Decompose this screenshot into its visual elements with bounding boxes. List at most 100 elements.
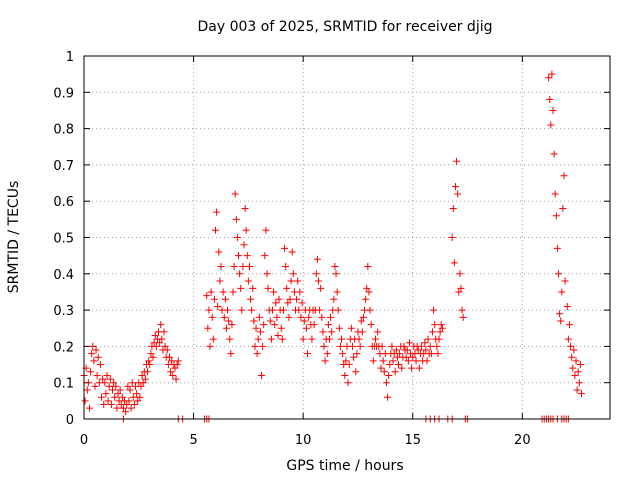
data-point xyxy=(212,226,219,234)
data-point xyxy=(357,317,365,325)
data-point xyxy=(548,70,556,78)
data-point xyxy=(169,371,177,379)
data-point xyxy=(558,288,566,296)
data-point xyxy=(263,270,271,278)
data-point xyxy=(242,226,250,234)
data-point xyxy=(122,408,130,416)
data-point xyxy=(87,368,95,376)
data-point xyxy=(249,284,257,292)
data-point xyxy=(284,299,292,307)
x-tick-label: 5 xyxy=(189,433,197,448)
y-axis-label: SRMTID / TECUs xyxy=(6,181,22,294)
data-point xyxy=(364,263,372,271)
x-tick-label: 10 xyxy=(295,433,312,448)
data-point xyxy=(126,386,134,394)
data-point xyxy=(455,288,463,296)
data-point xyxy=(165,353,173,361)
data-point xyxy=(305,313,313,321)
data-point xyxy=(88,350,96,358)
data-point xyxy=(221,295,229,303)
data-point xyxy=(295,306,303,314)
data-point xyxy=(404,357,412,365)
data-point xyxy=(231,190,239,198)
data-point xyxy=(145,357,153,365)
data-point xyxy=(238,306,246,314)
data-point xyxy=(380,368,388,376)
data-point xyxy=(85,404,93,412)
data-point xyxy=(414,346,422,354)
data-point xyxy=(448,234,456,241)
data-point xyxy=(108,386,116,394)
data-point xyxy=(423,357,431,365)
data-point xyxy=(256,328,264,336)
data-point xyxy=(300,317,308,325)
data-point xyxy=(335,324,343,332)
data-point xyxy=(216,277,224,285)
data-point xyxy=(229,288,237,296)
data-point xyxy=(321,357,329,365)
y-tick-label: 0.8 xyxy=(53,123,74,138)
data-point xyxy=(253,350,261,358)
y-tick-label: 0.3 xyxy=(53,304,74,319)
data-point xyxy=(551,190,559,198)
data-point xyxy=(163,346,171,354)
data-point xyxy=(144,368,152,376)
y-tick-label: 0.5 xyxy=(53,232,74,247)
data-point xyxy=(323,350,331,358)
data-point xyxy=(567,342,575,350)
data-point xyxy=(363,284,371,292)
data-point xyxy=(213,208,221,216)
data-point xyxy=(293,295,301,303)
data-point xyxy=(331,263,339,271)
data-point xyxy=(158,335,166,343)
data-point xyxy=(296,288,304,296)
data-point xyxy=(239,263,247,271)
data-point xyxy=(355,335,363,343)
data-point xyxy=(319,328,327,336)
data-point xyxy=(430,306,438,314)
data-point xyxy=(230,263,238,271)
data-point xyxy=(208,313,216,321)
data-point xyxy=(147,350,155,358)
data-point xyxy=(248,306,256,314)
x-tick-label: 15 xyxy=(404,433,421,448)
data-point xyxy=(435,335,443,343)
data-point xyxy=(559,204,567,212)
data-point xyxy=(149,353,157,361)
data-point xyxy=(320,342,328,350)
data-point xyxy=(92,346,100,354)
data-point xyxy=(424,335,432,343)
data-point xyxy=(255,313,263,321)
data-point xyxy=(458,306,466,314)
data-point xyxy=(83,386,91,394)
data-point xyxy=(207,288,215,296)
data-point xyxy=(107,400,115,408)
data-point xyxy=(317,284,325,292)
data-point xyxy=(112,382,120,390)
data-point xyxy=(403,346,411,354)
data-point xyxy=(308,335,316,343)
data-point xyxy=(254,335,262,343)
data-point xyxy=(353,350,361,358)
y-tick-label: 0.4 xyxy=(53,268,74,283)
data-point xyxy=(572,357,580,365)
data-point xyxy=(129,393,137,401)
data-point xyxy=(386,361,394,369)
data-point xyxy=(217,263,225,271)
data-point xyxy=(128,379,136,387)
data-point xyxy=(123,400,131,408)
data-point xyxy=(358,328,366,336)
data-point xyxy=(111,393,119,401)
data-point xyxy=(93,371,101,379)
y-tick-label: 0.7 xyxy=(53,159,74,174)
x-tick-label: 20 xyxy=(514,433,531,448)
data-point xyxy=(298,299,306,307)
data-point xyxy=(233,234,241,241)
data-point xyxy=(272,299,280,307)
data-point xyxy=(344,379,352,387)
data-point xyxy=(347,324,355,332)
data-point xyxy=(389,357,397,365)
data-point xyxy=(114,390,122,398)
data-point xyxy=(167,368,175,376)
data-point xyxy=(332,270,340,278)
